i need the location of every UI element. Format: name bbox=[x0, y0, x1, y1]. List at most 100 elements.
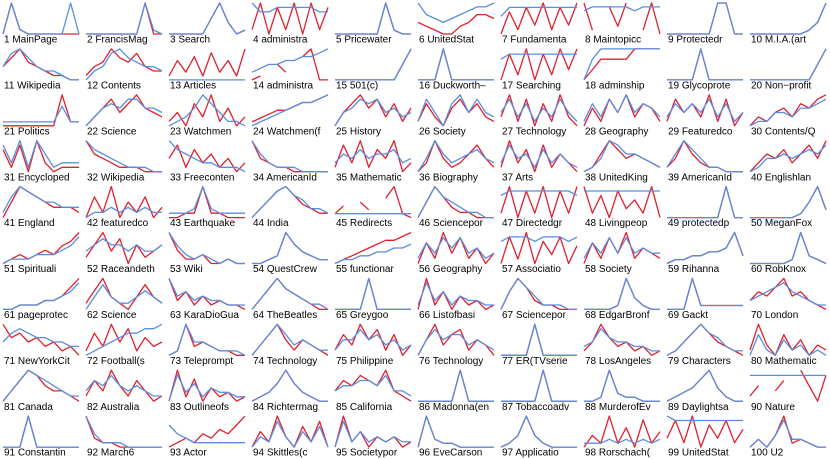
sparkline: 68 EdgarBronf bbox=[584, 277, 660, 321]
sparkline: 39 AmericanId bbox=[666, 140, 743, 183]
sparkline: 87 Tobaccoadv bbox=[501, 369, 577, 413]
sparkline-title: 98 Rorschach( bbox=[585, 448, 651, 459]
series-line bbox=[3, 105, 79, 123]
series-line bbox=[417, 415, 494, 448]
series-line bbox=[750, 231, 827, 265]
sparkline-title: 97 Applicatio bbox=[502, 448, 559, 459]
series-line bbox=[749, 419, 826, 448]
sparkline-title: 40 Englishlan bbox=[751, 172, 811, 183]
series-line bbox=[417, 323, 495, 356]
series-line bbox=[334, 148, 412, 164]
series-line bbox=[168, 415, 246, 448]
sparkline: 48 Livingpeop bbox=[583, 185, 661, 229]
sparkline-title: 19 Glycoprote bbox=[668, 81, 731, 92]
sparkline: 67 Sciencepor bbox=[500, 277, 577, 321]
sparkline-title: 28 Geography bbox=[585, 126, 648, 137]
sparkline: 79 Characters bbox=[666, 323, 744, 367]
sparkline-title: 12 Contents bbox=[87, 81, 141, 92]
sparkline-title: 66 Listofbasi bbox=[419, 310, 475, 321]
sparkline-title: 4 administra bbox=[253, 35, 308, 46]
series-line bbox=[666, 369, 743, 402]
sparkline: 9 Protectedr bbox=[667, 2, 743, 46]
sparkline: 15 501(c) bbox=[335, 48, 412, 92]
series-line bbox=[251, 185, 329, 219]
sparkline-title: 62 Science bbox=[87, 310, 137, 321]
series-line bbox=[85, 283, 163, 310]
sparkline: 25 History bbox=[334, 94, 412, 137]
series-line bbox=[608, 2, 627, 27]
sparkline-title: 99 UnitedStat bbox=[668, 448, 729, 459]
series-line bbox=[500, 236, 578, 243]
series-line bbox=[3, 415, 79, 448]
series-line bbox=[666, 231, 744, 265]
sparkline: 11 Wikipedia bbox=[2, 48, 79, 92]
sparkline: 2 FrancisMag bbox=[86, 2, 163, 46]
sparkline: 31 Encycloped bbox=[2, 140, 79, 183]
series-line bbox=[642, 2, 661, 35]
series-line bbox=[583, 185, 661, 219]
sparkline-title: 7 Fundamenta bbox=[502, 35, 567, 46]
series-line bbox=[749, 323, 827, 356]
series-line bbox=[749, 94, 827, 127]
sparkline: 85 California bbox=[334, 369, 412, 413]
series-line bbox=[169, 185, 245, 214]
sparkline-title: 35 Mathematic bbox=[336, 172, 402, 183]
series-line bbox=[168, 278, 245, 306]
series-line bbox=[168, 48, 246, 77]
sparkline: 64 TheBeatles bbox=[251, 277, 329, 321]
sparkline: 51 Spirituali bbox=[2, 232, 80, 275]
sparkline-title: 70 London bbox=[751, 310, 798, 321]
sparkline: 23 Watchmen bbox=[168, 94, 246, 137]
sparkline-title: 50 MeganFox bbox=[751, 218, 812, 229]
sparkline: 63 KaraDioGua bbox=[168, 278, 246, 321]
series-line bbox=[501, 369, 577, 402]
sparkline: 13 Articles bbox=[168, 48, 246, 92]
sparkline: 98 Rorschach( bbox=[583, 415, 661, 459]
series-line bbox=[667, 48, 743, 81]
sparkline-title: 94 Skittles(c bbox=[253, 448, 307, 459]
series-line bbox=[251, 75, 261, 81]
series-line bbox=[168, 323, 246, 356]
series-line bbox=[583, 48, 660, 81]
sparkline-title: 3 Search bbox=[170, 35, 210, 46]
sparkline-title: 23 Watchmen bbox=[170, 126, 231, 137]
series-line bbox=[359, 201, 370, 211]
sparkline-title: 43 Earthquake bbox=[170, 218, 235, 229]
sparkline: 77 ER(TVserie bbox=[501, 323, 577, 367]
sparkline-title: 2 FrancisMag bbox=[87, 35, 148, 46]
sparkline: 92 March6 bbox=[85, 415, 162, 459]
series-line bbox=[252, 231, 328, 265]
sparkline: 73 Teleprompt bbox=[168, 323, 246, 367]
sparkline: 52 Raceandeth bbox=[85, 231, 163, 275]
sparkline-title: 27 Technology bbox=[502, 126, 566, 137]
sparkline: 19 Glycoprote bbox=[667, 48, 743, 92]
series-line bbox=[584, 369, 660, 402]
series-line bbox=[169, 2, 246, 35]
sparkline: 62 Science bbox=[85, 277, 163, 321]
sparkline-title: 33 Freeconten bbox=[170, 172, 235, 183]
sparkline: 49 protectedp bbox=[667, 185, 743, 229]
sparkline: 95 Societypor bbox=[334, 415, 412, 459]
series-line bbox=[168, 94, 246, 127]
sparkline-title: 21 Politics bbox=[4, 126, 50, 137]
sparkline-title: 88 MurderofEv bbox=[585, 402, 651, 413]
sparkline-title: 57 Associatio bbox=[502, 264, 561, 275]
sparkline-title: 55 functionar bbox=[336, 264, 394, 275]
series-line bbox=[3, 282, 80, 311]
series-line bbox=[2, 48, 79, 81]
sparkline: 38 UnitedKing bbox=[583, 140, 661, 183]
sparkline: 86 Madonna(en bbox=[418, 369, 494, 413]
series-line bbox=[85, 374, 162, 397]
sparkline-title: 31 Encycloped bbox=[4, 172, 70, 183]
sparkline: 55 functionar bbox=[334, 231, 412, 275]
sparkline-title: 14 administra bbox=[253, 81, 313, 92]
sparkline-title: 72 Football(s bbox=[87, 356, 145, 367]
series-line bbox=[335, 277, 411, 311]
sparkline: 100 U2 bbox=[749, 415, 826, 459]
sparkline-title: 1 MainPage bbox=[4, 35, 58, 46]
series-line bbox=[251, 2, 328, 13]
sparkline-title: 24 Watchmen(f bbox=[253, 126, 321, 137]
series-line bbox=[168, 373, 245, 402]
series-line bbox=[750, 48, 827, 81]
sparkline-title: 74 Technology bbox=[253, 356, 317, 367]
